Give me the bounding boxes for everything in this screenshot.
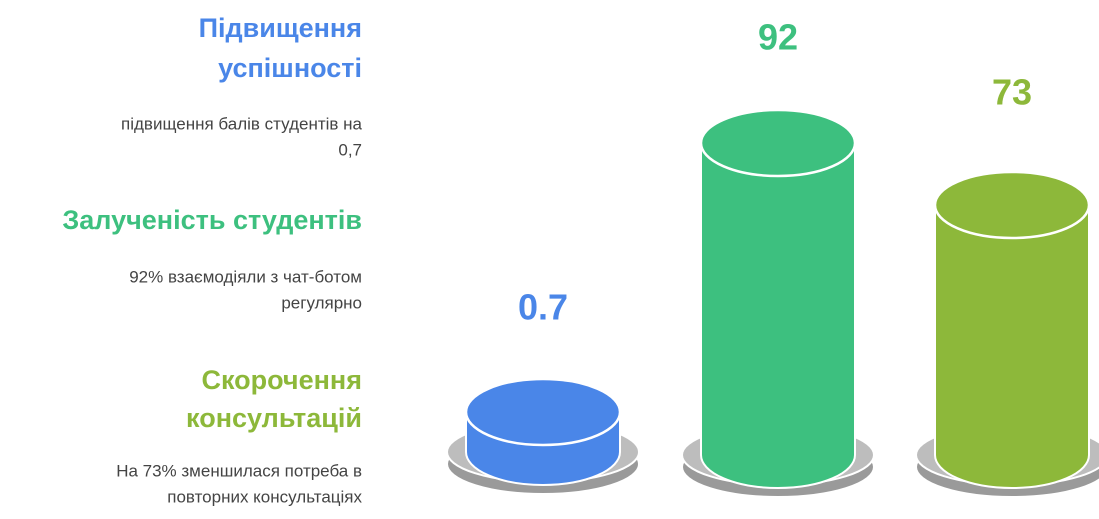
body-outline [700,143,856,455]
item-title: Підвищення [199,13,362,43]
value-label: 92 [758,17,798,58]
body-outline [934,205,1090,455]
item-description: підвищення балів студентів на [121,114,363,133]
top-cap [699,108,857,178]
cylinder [681,108,875,498]
top-cap [933,170,1091,240]
item-title: успішності [218,53,362,83]
item-description: На 73% зменшилася потреба в [116,461,362,480]
item-description: 92% взаємодіяли з чат-ботом [129,267,362,286]
top-cap [464,377,622,447]
item-description: регулярно [281,293,362,312]
item-description: повторних консультаціях [167,487,362,506]
value-label: 73 [992,72,1032,113]
body [701,143,855,455]
item-description: 0,7 [338,140,362,159]
value-label: 0.7 [518,287,568,328]
item-title: консультацій [186,403,362,433]
cylinder [915,170,1099,498]
item-title: Скорочення [201,365,362,395]
body-outline [465,412,621,452]
body [935,205,1089,455]
item-title: Залученість студентів [62,205,362,235]
cylinder [446,377,640,495]
